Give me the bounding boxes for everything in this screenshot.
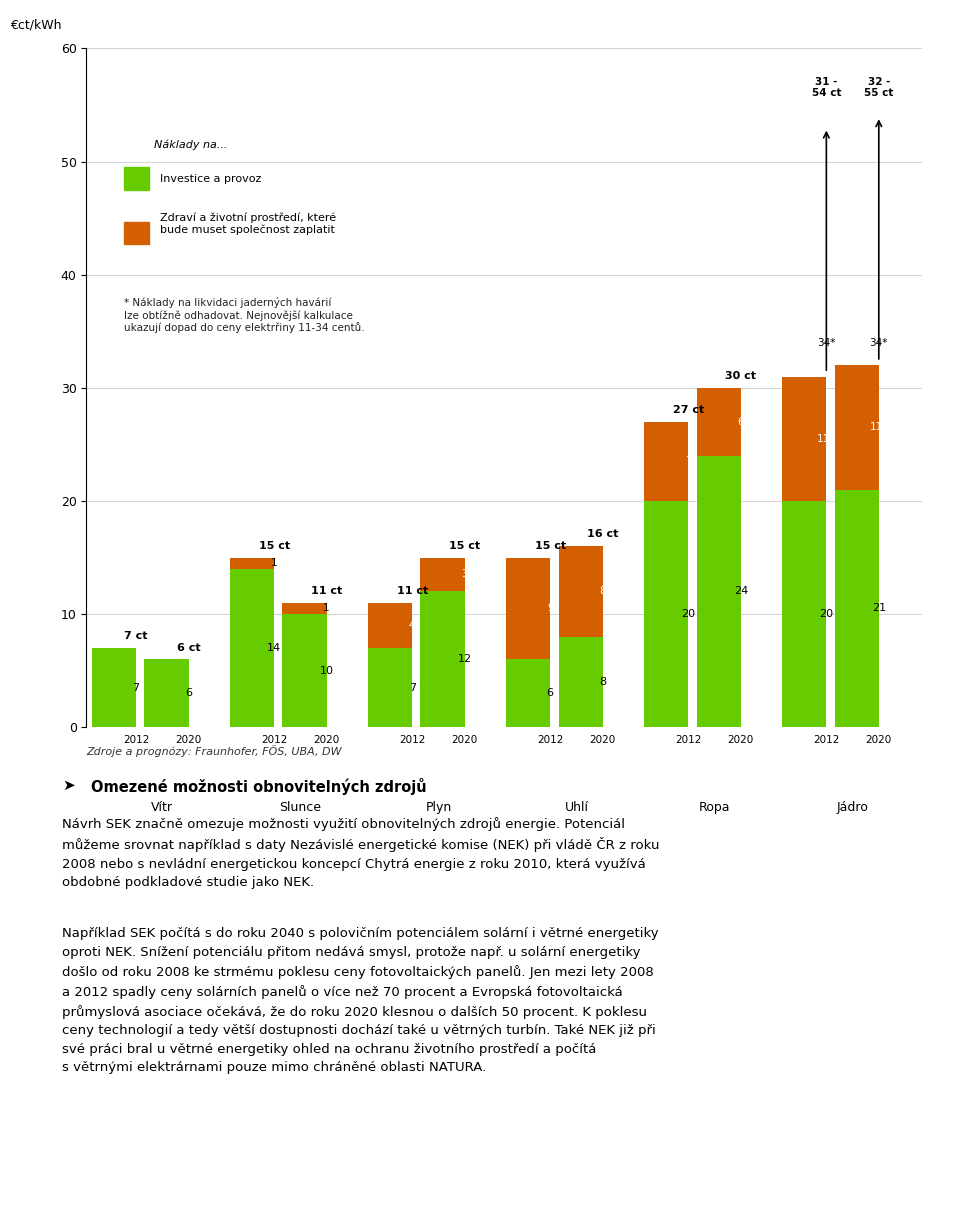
Text: 7: 7: [409, 682, 416, 692]
Text: 31 -
54 ct: 31 - 54 ct: [811, 76, 841, 98]
Text: Například SEK počítá s do roku 2040 s polovičním potenciálem solární i větrné en: Například SEK počítá s do roku 2040 s po…: [62, 927, 659, 1074]
Text: 21: 21: [872, 604, 886, 613]
Text: €ct/kWh: €ct/kWh: [11, 18, 62, 32]
Text: Zdroje a prognózy: Fraunhofer, FÖS, UBA, DW: Zdroje a prognózy: Fraunhofer, FÖS, UBA,…: [86, 745, 342, 758]
Text: 6: 6: [547, 688, 554, 698]
Text: 1: 1: [271, 559, 277, 568]
Text: ➤: ➤: [62, 778, 75, 793]
Text: 14: 14: [267, 644, 281, 653]
Text: 12: 12: [458, 654, 471, 664]
Text: 11 ct: 11 ct: [396, 585, 428, 596]
Bar: [506, 558, 550, 659]
Bar: [834, 365, 878, 490]
Bar: [230, 558, 275, 568]
Text: Uhlí: Uhlí: [564, 801, 588, 813]
Bar: [144, 659, 188, 727]
Bar: [92, 648, 136, 727]
Bar: [282, 614, 326, 727]
Text: 9: 9: [547, 604, 554, 613]
Text: 8: 8: [599, 587, 606, 596]
Bar: [368, 602, 412, 648]
Text: 11 ct: 11 ct: [311, 585, 342, 596]
Text: 7: 7: [132, 682, 139, 692]
Text: * Náklady na likvidaci jaderných havárií
lze obtížně odhadovat. Nejnovější kalku: * Náklady na likvidaci jaderných havárií…: [124, 297, 364, 333]
FancyBboxPatch shape: [124, 167, 149, 190]
Bar: [368, 648, 412, 727]
Bar: [506, 659, 550, 727]
Text: 10: 10: [320, 665, 334, 675]
Text: 1: 1: [324, 604, 330, 613]
Text: 6: 6: [737, 417, 744, 427]
Bar: [420, 591, 465, 727]
Bar: [420, 558, 465, 591]
Text: Návrh SEK značně omezuje možnosti využití obnovitelných zdrojů energie. Potenciá: Návrh SEK značně omezuje možnosti využit…: [62, 817, 660, 890]
Text: Zdraví a životní prostředí, které
bude muset společnost zaplatit: Zdraví a životní prostředí, které bude m…: [159, 212, 336, 235]
Bar: [697, 388, 741, 456]
Text: 15 ct: 15 ct: [258, 541, 290, 550]
Text: 32 -
55 ct: 32 - 55 ct: [864, 76, 894, 98]
Bar: [834, 490, 878, 727]
Text: 7 ct: 7 ct: [125, 631, 148, 641]
Text: Investice a provoz: Investice a provoz: [159, 173, 261, 183]
FancyBboxPatch shape: [124, 222, 149, 244]
Bar: [782, 501, 827, 727]
Text: 6 ct: 6 ct: [177, 642, 201, 652]
Text: 3: 3: [462, 570, 468, 579]
Bar: [782, 377, 827, 501]
Text: 34*: 34*: [817, 338, 835, 348]
Text: Náklady na...: Náklady na...: [154, 139, 228, 150]
Text: 16 ct: 16 ct: [587, 530, 618, 539]
Bar: [644, 422, 688, 501]
Bar: [282, 602, 326, 614]
Text: 34*: 34*: [870, 338, 888, 348]
Text: 15 ct: 15 ct: [449, 541, 480, 550]
Text: Plyn: Plyn: [425, 801, 451, 813]
Bar: [697, 456, 741, 727]
Text: 20: 20: [819, 610, 833, 619]
Text: 15 ct: 15 ct: [535, 541, 565, 550]
Text: Vítr: Vítr: [152, 801, 174, 813]
Text: Jádro: Jádro: [836, 801, 869, 813]
Text: 24: 24: [733, 587, 748, 596]
Bar: [559, 547, 603, 636]
Text: 4: 4: [409, 621, 416, 630]
Text: 11*: 11*: [870, 423, 888, 433]
Text: 7: 7: [685, 457, 691, 467]
Text: 30 ct: 30 ct: [725, 371, 756, 381]
Text: 6: 6: [185, 688, 192, 698]
Text: 11*: 11*: [817, 434, 835, 444]
Text: 27 ct: 27 ct: [673, 405, 704, 415]
Text: Omezené možnosti obnovitelných zdrojů: Omezené možnosti obnovitelných zdrojů: [91, 778, 427, 795]
Text: 8: 8: [599, 678, 607, 687]
Text: Ropa: Ropa: [699, 801, 731, 813]
Bar: [559, 636, 603, 727]
Bar: [230, 568, 275, 727]
Text: 20: 20: [682, 610, 695, 619]
Text: Slunce: Slunce: [279, 801, 322, 813]
Bar: [644, 501, 688, 727]
